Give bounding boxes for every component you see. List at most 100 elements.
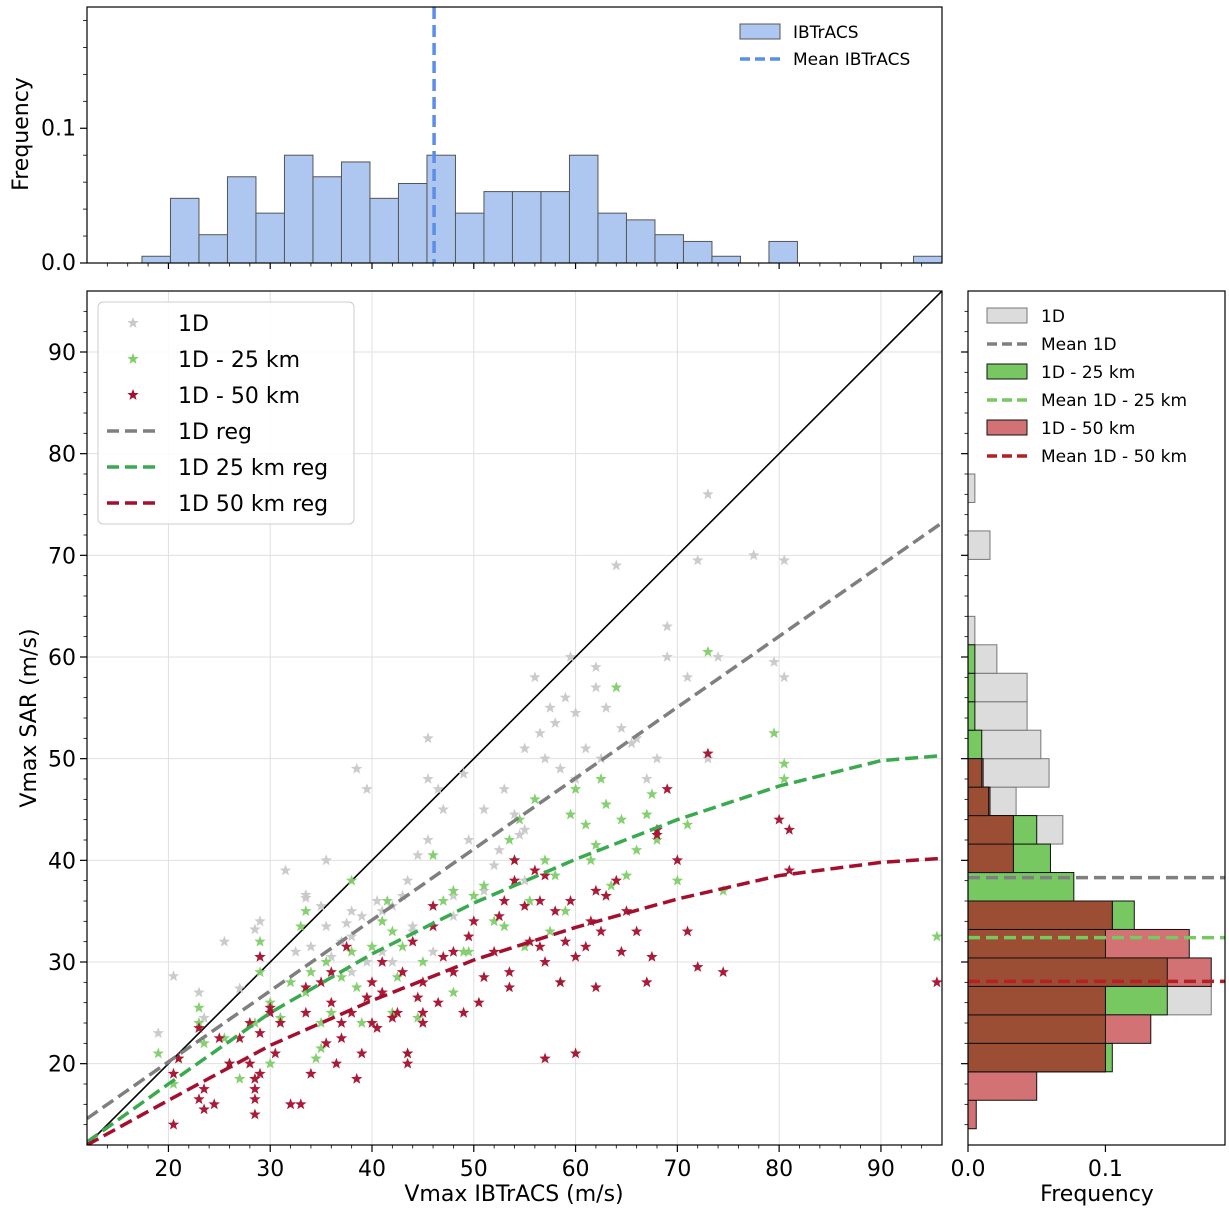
legend-label-ibtracs: IBTrACS [793, 23, 859, 43]
scatter-point [351, 981, 363, 993]
right-hist-overlap-bar [967, 1014, 1106, 1044]
main-ytick-label: 20 [48, 1053, 76, 1078]
scatter-point [549, 905, 561, 916]
scatter-point [590, 661, 602, 672]
scatter-point [564, 651, 577, 662]
scatter-point [630, 925, 643, 937]
top-ylabel: Frequency [9, 77, 34, 191]
right-hist-bar [967, 644, 976, 674]
scatter-point [315, 976, 327, 988]
scatter-panel: 20 30 40 50 60 70 80 90 20 30 40 50 60 70 80 90 1D 1D - 2… [48, 290, 943, 1182]
top-hist-bar [711, 255, 741, 264]
scatter-point [300, 888, 312, 900]
top-hist-bar [397, 183, 428, 264]
main-legend-label: 1D - 50 km [178, 384, 300, 409]
regression-line-1 [87, 753, 942, 1144]
legend-marker-1 [127, 353, 139, 364]
right-legend-label: Mean 1D [1041, 335, 1117, 355]
scatter-series-1 [152, 645, 942, 1089]
scatter-point [778, 773, 790, 784]
scatter-point [376, 905, 388, 916]
scatter-point [361, 991, 373, 1003]
scatter-point [422, 773, 434, 784]
main-xtick-label: 70 [663, 1157, 691, 1182]
scatter-point [580, 742, 592, 754]
scatter-point [412, 849, 424, 861]
scatter-point [610, 559, 622, 571]
top-hist-bar [426, 154, 456, 264]
right-legend-label: Mean 1D - 50 km [1041, 447, 1187, 467]
scatter-point [198, 1083, 210, 1094]
scatter-point [468, 915, 480, 927]
top-hist-bar [568, 154, 599, 264]
scatter-point [600, 889, 612, 901]
scatter-point [702, 488, 714, 500]
scatter-point [249, 1083, 261, 1094]
top-hist-bar [141, 255, 171, 264]
scatter-point [931, 976, 942, 988]
scatter-point [463, 834, 475, 845]
scatter-point [198, 1103, 210, 1115]
scatter-point [539, 752, 551, 764]
scatter-point [661, 651, 673, 662]
scatter-point [249, 1017, 261, 1028]
identity-line [87, 291, 942, 1145]
scatter-point [325, 1006, 337, 1018]
scatter-point [351, 1072, 363, 1084]
top-histogram-panel: 0.0 0.1 IBTrACS Mean IBTrACS [41, 6, 943, 276]
scatter-point [152, 1047, 164, 1059]
right-xlabel: Frequency [1040, 1182, 1154, 1207]
scatter-point [366, 1017, 378, 1028]
scatter-point [539, 854, 551, 866]
scatter-point [585, 854, 597, 866]
scatter-point [335, 1032, 348, 1044]
right-hist-overlap-bar [967, 1042, 1106, 1073]
scatter-point [381, 895, 393, 906]
right-hist-overlap-bar [967, 815, 1014, 845]
scatter-point [600, 701, 612, 713]
regression-line-2 [87, 856, 942, 1145]
scatter-point [692, 554, 704, 566]
scatter-point [213, 1032, 225, 1044]
scatter-point [544, 701, 556, 713]
main-xtick-label: 90 [867, 1157, 895, 1182]
scatter-point [244, 1057, 256, 1069]
top-hist-bar [768, 240, 798, 264]
scatter-point [274, 1017, 287, 1028]
top-hist-bar [913, 255, 943, 264]
scatter-point [432, 783, 444, 794]
right-legend-label: Mean 1D - 25 km [1041, 391, 1187, 411]
scatter-point [580, 940, 592, 952]
scatter-point [478, 879, 490, 891]
scatter-point [167, 1078, 180, 1089]
main-ytick-label: 50 [48, 748, 76, 773]
scatter-point [407, 935, 419, 947]
scatter-point [778, 554, 790, 566]
right-hist-bar [967, 701, 976, 731]
scatter-point [376, 986, 388, 998]
right-hist-bar [967, 672, 1028, 703]
scatter-point [391, 1006, 404, 1018]
scatter-point [315, 1042, 327, 1054]
scatter-point [651, 752, 663, 764]
scatter-point [641, 773, 653, 784]
scatter-point [620, 869, 633, 881]
scatter-point [564, 808, 577, 820]
scatter-point [595, 752, 607, 764]
scatter-point [422, 732, 434, 744]
scatter-point [600, 798, 612, 810]
scatter-point [417, 1017, 429, 1028]
scatter-point [315, 1017, 327, 1028]
main-legend-label: 1D - 25 km [178, 348, 300, 373]
right-hist-bar [967, 872, 1075, 902]
scatter-point [376, 956, 388, 967]
top-hist-bar [654, 234, 684, 264]
scatter-point [549, 717, 561, 728]
scatter-point [417, 976, 429, 988]
scatter-point [610, 681, 622, 693]
scatter-point [615, 945, 628, 957]
top-hist-bar [340, 161, 371, 264]
scatter-point [463, 930, 475, 942]
scatter-point [396, 889, 409, 901]
top-hist-bar [625, 219, 656, 264]
